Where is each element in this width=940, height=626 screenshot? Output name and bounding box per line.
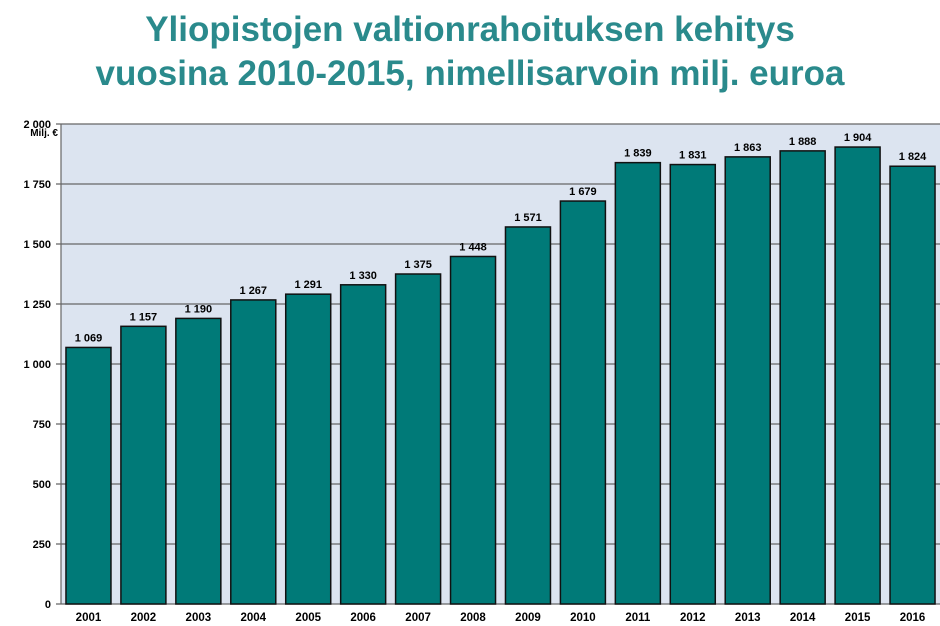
chart-title-line-2: vuosina 2010-2015, nimellisarvoin milj. … <box>95 54 845 93</box>
bar <box>394 273 442 605</box>
x-tick-label: 2008 <box>460 612 486 624</box>
data-label: 1 267 <box>240 285 268 297</box>
data-label: 1 330 <box>349 270 377 282</box>
x-tick-label: 2002 <box>131 612 157 624</box>
data-label: 1 190 <box>185 303 213 315</box>
chart-title: Yliopistojen valtionrahoituksen kehitys … <box>0 8 940 96</box>
bar <box>339 284 387 605</box>
data-label: 1 291 <box>294 279 322 291</box>
bar <box>284 293 332 605</box>
data-label: 1 448 <box>459 241 487 253</box>
data-label: 1 839 <box>624 148 652 160</box>
y-tick-label: 1 000 <box>23 359 51 371</box>
bar <box>724 156 771 605</box>
data-label: 1 069 <box>75 332 103 344</box>
data-label: 1 375 <box>404 259 432 271</box>
bar <box>889 165 936 605</box>
chart-title-line-1: Yliopistojen valtionrahoituksen kehitys <box>145 10 795 49</box>
x-tick-label: 2015 <box>845 612 871 624</box>
x-tick-label: 2013 <box>735 612 761 624</box>
x-tick-label: 2007 <box>405 612 431 624</box>
bar <box>669 163 717 605</box>
bar <box>175 317 222 605</box>
x-tick-label: 2006 <box>350 612 376 624</box>
y-tick-label: 1 250 <box>23 299 51 311</box>
y-tick-label: 500 <box>33 479 51 491</box>
bar <box>230 299 277 605</box>
y-tick-label: 250 <box>33 539 51 551</box>
y-tick-label: 1 500 <box>23 239 51 251</box>
x-tick-label: 2001 <box>76 612 102 624</box>
x-tick-label: 2011 <box>625 612 651 624</box>
x-tick-label: 2014 <box>790 612 816 624</box>
data-label: 1 571 <box>514 212 542 224</box>
bar <box>504 226 552 605</box>
data-label: 1 824 <box>899 151 927 163</box>
bar <box>614 161 662 605</box>
data-label: 1 679 <box>569 186 597 198</box>
x-tick-label: 2004 <box>240 612 266 624</box>
data-label: 1 863 <box>734 142 762 154</box>
y-tick-label: 0 <box>45 599 51 611</box>
x-tick-label: 2005 <box>295 612 321 624</box>
x-tick-label: 2010 <box>570 612 596 624</box>
bar <box>834 146 881 605</box>
x-tick-label: 2012 <box>680 612 706 624</box>
y-tick-label: 1 750 <box>23 179 51 191</box>
y-tick-label: 2 000 <box>23 119 51 131</box>
data-label: 1 888 <box>789 136 817 148</box>
x-tick-label: 2016 <box>900 612 926 624</box>
x-tick-label: 2009 <box>515 612 541 624</box>
bar <box>559 200 607 605</box>
bar <box>120 325 167 605</box>
data-label: 1 157 <box>130 311 158 323</box>
y-tick-label: 750 <box>33 419 51 431</box>
x-tick-label: 2003 <box>186 612 212 624</box>
data-label: 1 831 <box>679 150 707 162</box>
bar <box>779 150 826 605</box>
bar <box>449 255 497 605</box>
bar <box>65 346 112 605</box>
data-label: 1 904 <box>844 132 872 144</box>
y-axis-label: Milj. € <box>30 128 58 139</box>
